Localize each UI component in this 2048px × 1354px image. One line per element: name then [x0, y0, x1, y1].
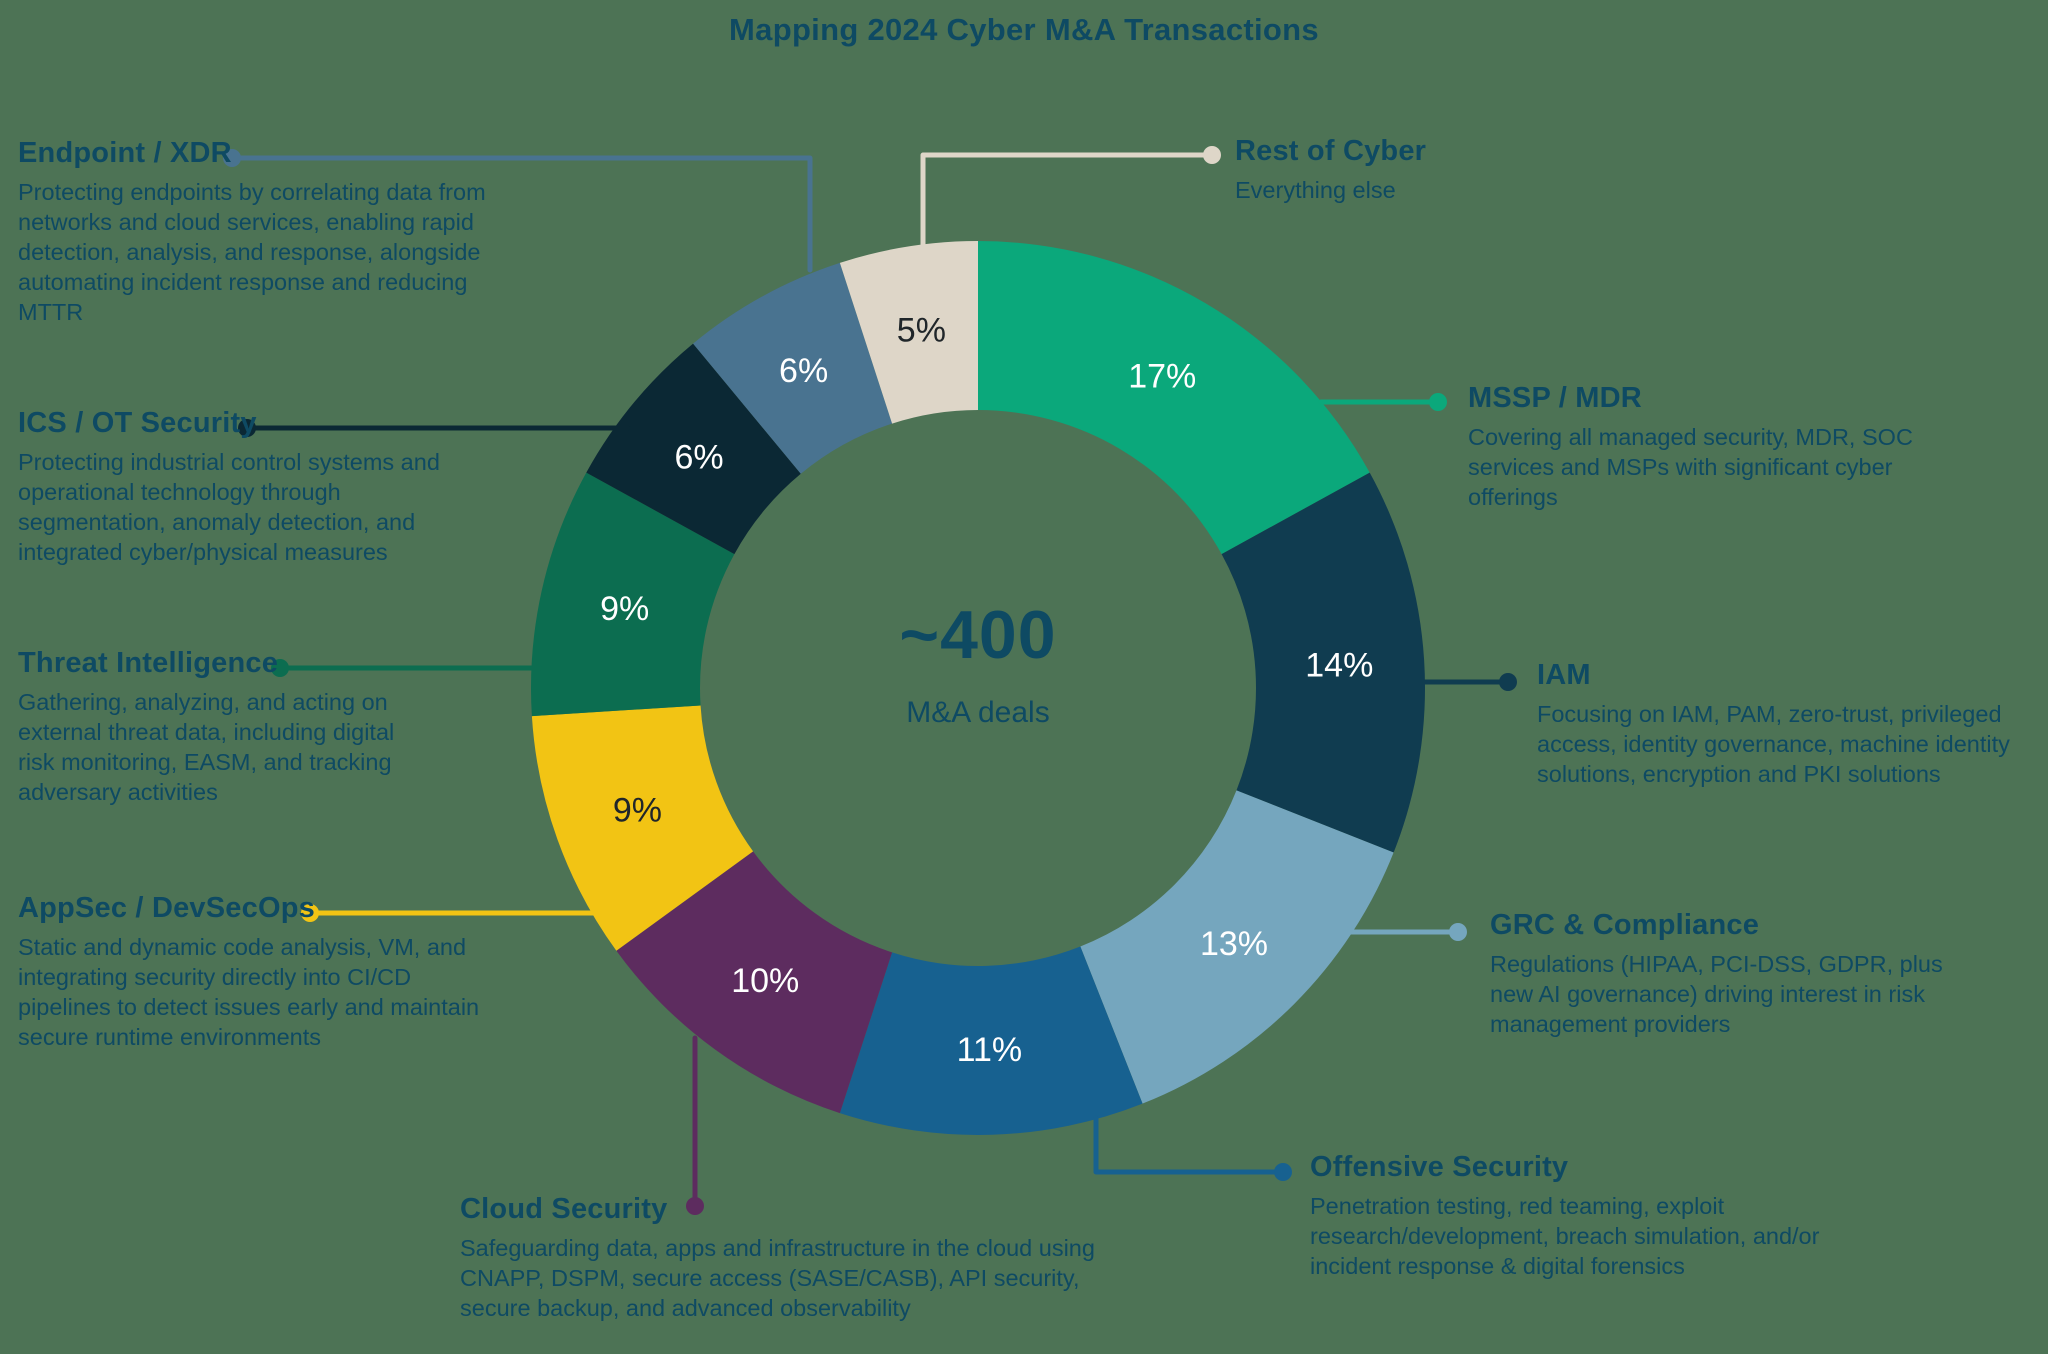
category-title-mssp: MSSP / MDR	[1468, 382, 1642, 414]
leader-dot-iam	[1499, 673, 1517, 691]
category-title-threat: Threat Intelligence	[18, 647, 279, 679]
chart-title: Mapping 2024 Cyber M&A Transactions	[729, 12, 1319, 47]
segment-percent-ics: 6%	[675, 438, 724, 476]
donut-segment-offensive	[839, 946, 1143, 1135]
leader-dot-mssp	[1429, 393, 1447, 411]
leader-dot-offensive	[1274, 1163, 1292, 1181]
category-callout-offensive: Offensive Security Penetration testing, r…	[1310, 1150, 1828, 1281]
leader-line-offensive	[1093, 1115, 1286, 1175]
category-description-grc: Regulations (HIPAA, PCI-DSS, GDPR, plus …	[1490, 951, 1943, 1037]
segment-percent-rest: 5%	[897, 311, 946, 349]
donut-segment-rest	[839, 241, 978, 424]
category-title-offensive: Offensive Security	[1310, 1151, 1569, 1183]
segment-percent-iam: 14%	[1305, 646, 1373, 684]
category-description-threat: Gathering, analyzing, and acting on exte…	[18, 689, 395, 805]
leader-dot-rest	[1203, 146, 1221, 164]
donut-segment-ics	[586, 343, 801, 555]
leader-dot-threat	[271, 659, 289, 677]
category-description-offensive: Penetration testing, red teaming, exploi…	[1310, 1193, 1820, 1279]
category-callout-iam: IAM Focusing on IAM, PAM, zero-trust, pri…	[1537, 658, 2019, 789]
leader-dot-ics	[238, 419, 256, 437]
donut-center: ~400 M&A deals	[758, 596, 1198, 730]
category-title-ics: ICS / OT Security	[18, 407, 257, 439]
segment-percent-endpoint: 6%	[779, 352, 828, 390]
donut-segment-threat	[531, 472, 735, 717]
leader-dot-cloud	[686, 1197, 704, 1215]
category-description-mssp: Covering all managed security, MDR, SOC …	[1468, 424, 1913, 510]
category-description-ics: Protecting industrial control systems an…	[18, 449, 440, 565]
donut-center-value: ~400	[899, 597, 1057, 673]
category-callout-cloud: Cloud Security Safeguarding data, apps an…	[460, 1192, 1100, 1323]
donut-segment-cloud	[616, 851, 893, 1114]
category-description-cloud: Safeguarding data, apps and infrastructu…	[460, 1235, 1095, 1321]
category-callout-endpoint: Endpoint / XDR Protecting endpoints by co…	[18, 136, 490, 327]
category-callout-appsec: AppSec / DevSecOps Static and dynamic cod…	[18, 891, 486, 1052]
category-description-appsec: Static and dynamic code analysis, VM, an…	[18, 934, 480, 1050]
category-callout-ics: ICS / OT Security Protecting industrial c…	[18, 406, 450, 567]
donut-center-caption: M&A deals	[906, 696, 1050, 729]
segment-percent-cloud: 10%	[731, 962, 799, 1000]
donut-segment-appsec	[531, 705, 754, 951]
segment-percent-grc: 13%	[1200, 925, 1268, 963]
category-callout-threat: Threat Intelligence Gathering, analyzing,…	[18, 646, 400, 807]
category-title-grc: GRC & Compliance	[1490, 909, 1760, 941]
segment-percent-appsec: 9%	[613, 792, 662, 830]
category-description-endpoint: Protecting endpoints by correlating data…	[18, 179, 486, 325]
leader-dot-endpoint	[223, 149, 241, 167]
leader-line-endpoint	[229, 155, 813, 273]
leader-dot-grc	[1449, 923, 1467, 941]
category-description-iam: Focusing on IAM, PAM, zero-trust, privil…	[1537, 701, 2010, 787]
donut-segment-mssp	[978, 241, 1370, 555]
category-title-rest: Rest of Cyber	[1235, 135, 1427, 167]
category-title-iam: IAM	[1537, 659, 1591, 691]
donut-segment-grc	[1080, 790, 1394, 1104]
category-callout-mssp: MSSP / MDR Covering all managed security,…	[1468, 381, 1920, 512]
category-callout-grc: GRC & Compliance Regulations (HIPAA, PCI-…	[1490, 908, 1962, 1039]
leader-line-rest	[920, 152, 1215, 249]
segment-percent-threat: 9%	[600, 590, 649, 628]
segment-percent-offensive: 11%	[957, 1031, 1023, 1069]
leader-dot-appsec	[301, 904, 319, 922]
category-description-rest: Everything else	[1235, 177, 1396, 203]
category-title-cloud: Cloud Security	[460, 1193, 668, 1225]
segment-percent-mssp: 17%	[1128, 357, 1196, 395]
category-title-endpoint: Endpoint / XDR	[18, 137, 232, 169]
donut-segment-iam	[1221, 472, 1425, 853]
category-title-appsec: AppSec / DevSecOps	[18, 892, 315, 924]
donut-segment-endpoint	[693, 262, 893, 474]
category-callout-rest: Rest of Cyber Everything else	[1235, 134, 1655, 205]
